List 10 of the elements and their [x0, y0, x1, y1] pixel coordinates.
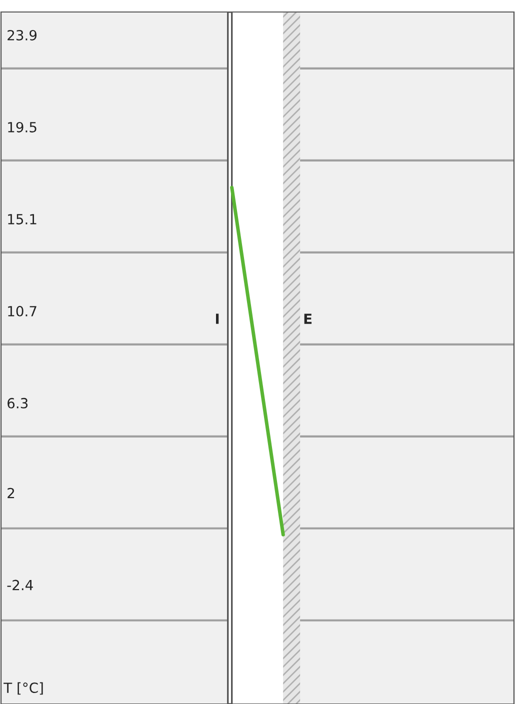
annotation: E — [304, 314, 312, 324]
y-tick-label: 15.1 — [8, 214, 36, 224]
y-tick-label: 23.9 — [8, 30, 37, 40]
y-tick-label: -2.4 — [7, 580, 33, 590]
y-tick-label: 6.3 — [8, 398, 28, 408]
annotation: I — [216, 314, 219, 324]
y-axis-title: T [°C] — [4, 682, 43, 695]
y-tick-label: 2 — [8, 488, 14, 498]
y-tick-label: 19.5 — [8, 122, 36, 132]
y-tick-label: 10.7 — [8, 306, 36, 316]
